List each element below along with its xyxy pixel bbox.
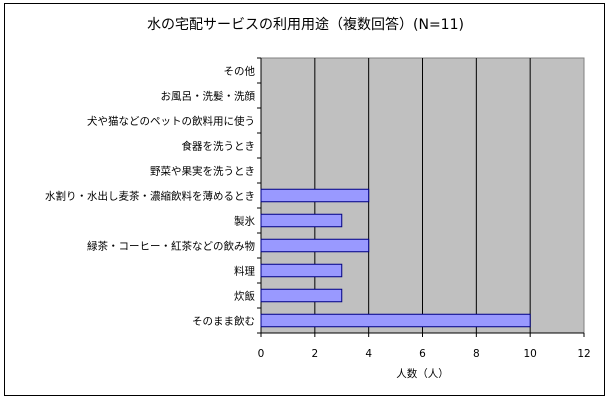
category-label: 料理 [234, 265, 255, 278]
bar [260, 238, 370, 253]
bar [260, 263, 343, 278]
category-label: 製氷 [234, 215, 255, 228]
category-label: お風呂・洗髪・洗顔 [161, 90, 256, 103]
category-labels: その他お風呂・洗髪・洗顔犬や猫などのペットの飲料用に使う食器を洗うとき野菜や果実… [45, 65, 255, 328]
x-tick-label: 6 [419, 348, 426, 360]
x-tick-label: 2 [311, 348, 318, 360]
x-tick-label: 10 [523, 348, 536, 360]
x-tick-label: 12 [577, 348, 590, 360]
bars [260, 188, 531, 328]
x-tick-labels: 0 2 4 6 8 10 12 [258, 333, 591, 360]
category-label: そのまま飲む [192, 315, 255, 328]
category-label: 水割り・水出し麦茶・濃縮飲料を薄めるとき [45, 190, 255, 203]
bar [260, 188, 370, 203]
category-label: 炊飯 [234, 290, 255, 303]
bar [260, 313, 531, 328]
chart-title: 水の宅配サービスの利用用途（複数回答）(N=11) [147, 17, 464, 33]
category-label: 食器を洗うとき [182, 140, 256, 153]
x-tick-label: 4 [365, 348, 372, 360]
x-tick-label: 0 [258, 348, 265, 360]
category-label: 犬や猫などのペットの飲料用に使う [87, 115, 255, 128]
bar [260, 213, 343, 228]
x-axis-label: 人数（人） [396, 367, 449, 380]
category-label: その他 [224, 65, 256, 78]
category-label: 野菜や果実を洗うとき [150, 165, 255, 178]
x-tick-label: 8 [473, 348, 480, 360]
bar [260, 288, 343, 303]
category-label: 緑茶・コーヒー・紅茶などの飲み物 [87, 240, 255, 253]
